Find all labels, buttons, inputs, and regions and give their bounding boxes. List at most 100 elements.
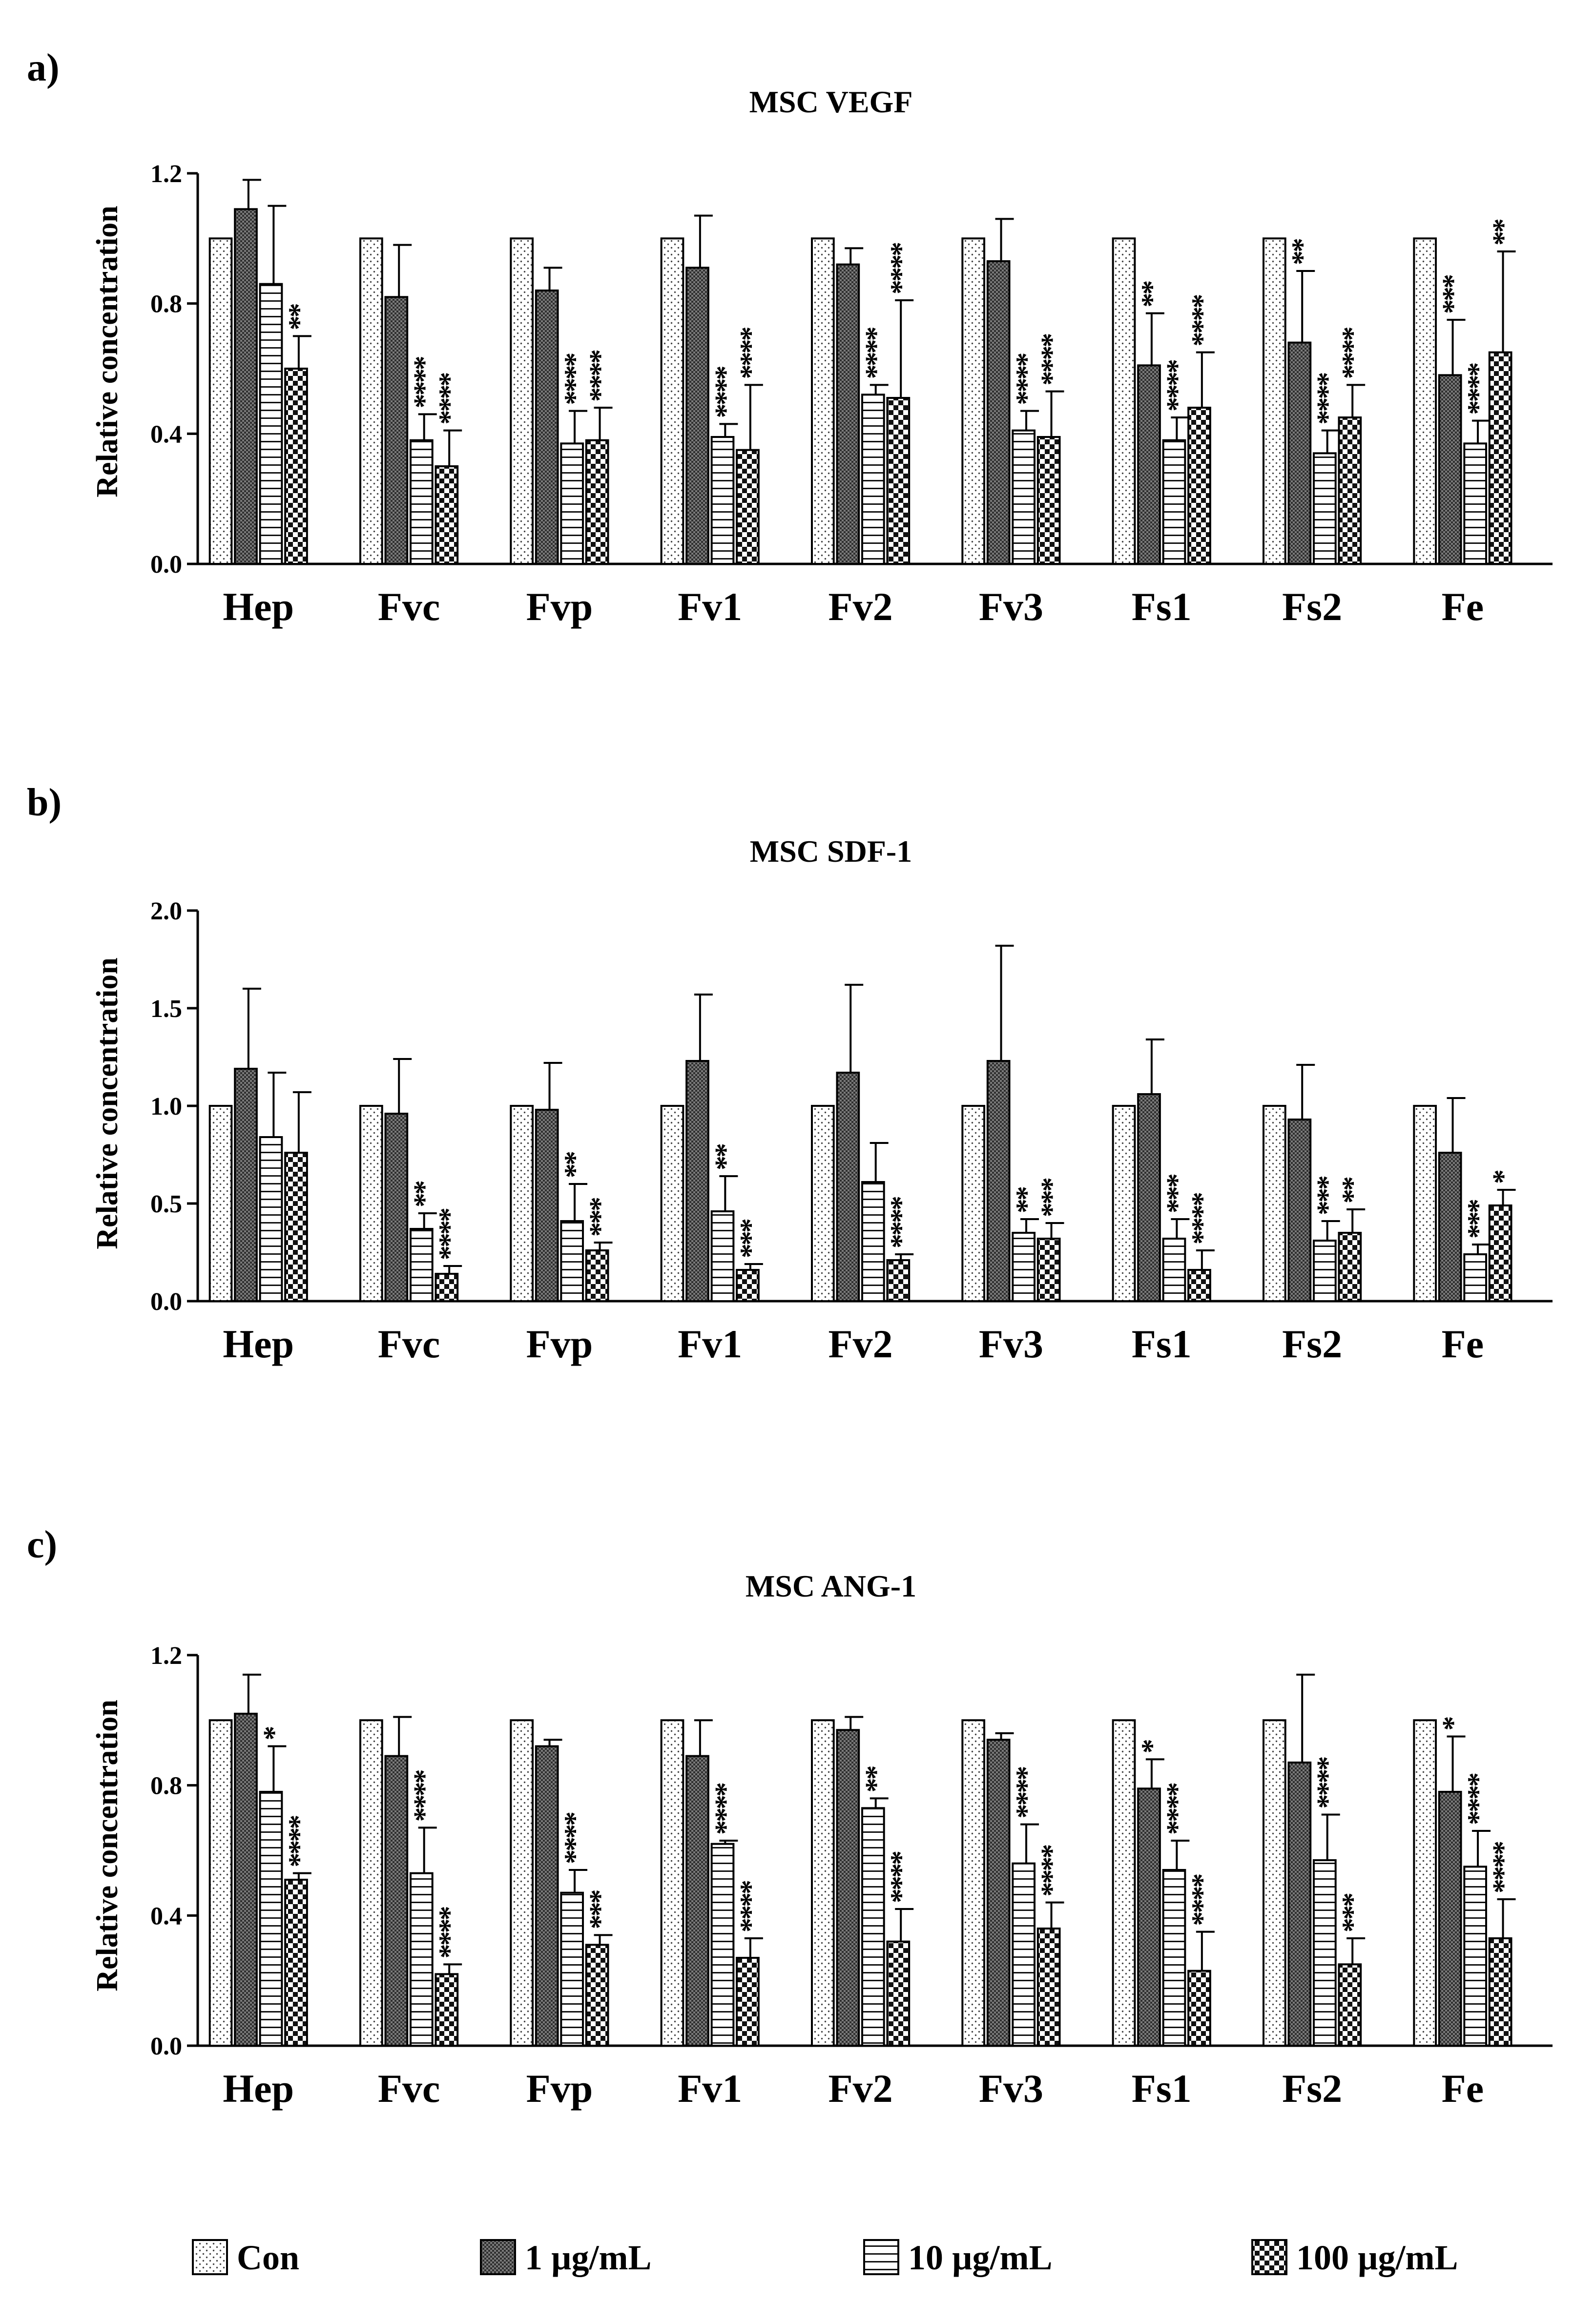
significance-mark: **** [408, 1770, 440, 1822]
bar-fe-3 [1488, 1937, 1512, 2047]
y-tick-label: 1.2 [150, 160, 182, 188]
bar-hep-1 [234, 1068, 258, 1302]
bar-fv2-1 [836, 263, 860, 565]
bar-fs1-2 [1162, 1238, 1186, 1302]
bar-fv1-3 [736, 449, 760, 565]
significance-mark: **** [433, 1208, 465, 1260]
bar-fs1-1 [1137, 1093, 1161, 1302]
x-tick-label: Fv1 [678, 2066, 742, 2111]
x-tick-label: Fv2 [828, 1322, 893, 1366]
bar-fv3-2 [1012, 1232, 1036, 1302]
bar-fvp-3 [585, 1249, 609, 1302]
bar-fvc-2 [409, 1228, 434, 1302]
significance-mark: **** [1311, 1757, 1344, 1809]
significance-mark: *** [1311, 1176, 1344, 1215]
bar-fv1-0 [660, 1105, 684, 1302]
bar-fs2-2 [1312, 452, 1337, 565]
legend-item-1ug: 1 µg/mL [480, 2238, 652, 2277]
bar-fvp-2 [560, 1220, 584, 1302]
significance-mark: **** [283, 1816, 315, 1868]
significance-mark: **** [885, 1851, 917, 1903]
bar-fvp-3 [585, 439, 609, 565]
x-tick-label: Fv2 [828, 584, 893, 629]
bar-fv1-3 [736, 1957, 760, 2047]
significance-mark: **** [1186, 295, 1218, 347]
bar-fv2-2 [861, 1807, 885, 2047]
significance-mark: *** [734, 1219, 766, 1258]
chart-panel-ang1: c) MSC ANG-1 Relative concentration 0.0 0… [27, 1523, 1553, 2111]
significance-mark: ** [559, 1152, 591, 1178]
bar-fs2-0 [1263, 1719, 1286, 2047]
bar-fv3-1 [986, 1739, 1011, 2047]
bar-fv3-0 [961, 1105, 986, 1302]
bar-hep-1 [234, 1713, 258, 2047]
bar-fv3-3 [1036, 436, 1061, 565]
bar-fe-2 [1463, 1866, 1488, 2047]
significance-mark: **** [559, 1812, 591, 1864]
bar-fv1-2 [710, 1210, 735, 1302]
significance-mark: **** [1336, 327, 1368, 379]
chart-panel-sdf1: b) MSC SDF-1 Relative concentration 0.0 0… [27, 781, 1553, 1366]
bar-fs1-2 [1162, 1869, 1186, 2047]
x-tick-label: Fv2 [828, 2066, 893, 2111]
significance-mark: ** [408, 1181, 440, 1207]
bar-fvp-0 [510, 1105, 534, 1302]
y-tick-label: 0.5 [150, 1190, 182, 1218]
y-axis-label: Relative concentration [91, 957, 124, 1249]
bar-fs2-1 [1287, 1119, 1312, 1302]
bar-hep-2 [259, 1791, 283, 2047]
bar-fv1-1 [685, 267, 709, 565]
bar-fv1-1 [685, 1060, 709, 1302]
bar-fs1-3 [1187, 1970, 1211, 2047]
y-tick-label: 0.4 [150, 1902, 182, 1930]
x-tick-label: Fe [1442, 1322, 1484, 1366]
significance-mark: **** [1462, 1773, 1494, 1825]
bar-fe-3 [1488, 351, 1512, 565]
panel-label: a) [27, 46, 60, 89]
bar-fvc-0 [359, 1105, 383, 1302]
bar-fs2-3 [1338, 1232, 1362, 1302]
bar-hep-0 [208, 237, 233, 565]
bar-fv2-2 [861, 1181, 885, 1302]
panel-label: c) [27, 1523, 57, 1566]
significance-mark: **** [1186, 1874, 1218, 1926]
bar-fs1-3 [1187, 407, 1211, 565]
significance-mark: **** [1010, 1767, 1042, 1819]
significance-mark: **** [1036, 334, 1068, 386]
bar-fv3-2 [1012, 429, 1036, 565]
legend-swatch-100ug [1251, 2239, 1287, 2275]
bar-fvc-1 [384, 296, 409, 565]
y-tick-label: 1.5 [150, 995, 182, 1023]
significance-mark: **** [584, 350, 616, 402]
legend-swatch-con [192, 2239, 228, 2275]
bar-hep-1 [234, 208, 258, 565]
bar-fvp-3 [585, 1944, 609, 2047]
significance-mark: ** [1487, 219, 1519, 246]
bar-hep-3 [284, 1152, 308, 1302]
x-tick-label: Fv3 [979, 1322, 1043, 1366]
significance-mark: **** [1160, 1783, 1193, 1835]
bar-fvc-3 [435, 1273, 459, 1302]
significance-mark: **** [734, 327, 766, 379]
x-tick-label: Fvp [526, 2066, 593, 2111]
significance-mark: ** [1286, 239, 1318, 265]
significance-mark: **** [885, 1197, 917, 1248]
bar-fs2-3 [1338, 1963, 1362, 2047]
significance-mark: ** [860, 1766, 892, 1792]
significance-mark: **** [433, 373, 465, 425]
x-tick-label: Fs1 [1132, 2066, 1192, 2111]
legend: Con 1 µg/mL 10 µg/mL 100 µg/mL [192, 2238, 1458, 2277]
bar-fv2-0 [811, 1105, 835, 1302]
bar-fe-0 [1413, 1719, 1437, 2047]
y-tick-label: 0.8 [150, 1772, 182, 1800]
bar-fv3-2 [1012, 1862, 1036, 2047]
significance-mark: ** [1010, 1187, 1042, 1213]
y-axis-label: Relative concentration [91, 1700, 124, 1991]
significance-mark: **** [1186, 1193, 1218, 1245]
bar-fv2-2 [861, 394, 885, 565]
bar-fs1-0 [1112, 237, 1136, 565]
bar-fvp-2 [560, 1891, 584, 2047]
x-tick-label: Fs2 [1282, 2066, 1342, 2111]
significance-mark: **** [433, 1907, 465, 1958]
x-tick-label: Fe [1442, 584, 1484, 629]
